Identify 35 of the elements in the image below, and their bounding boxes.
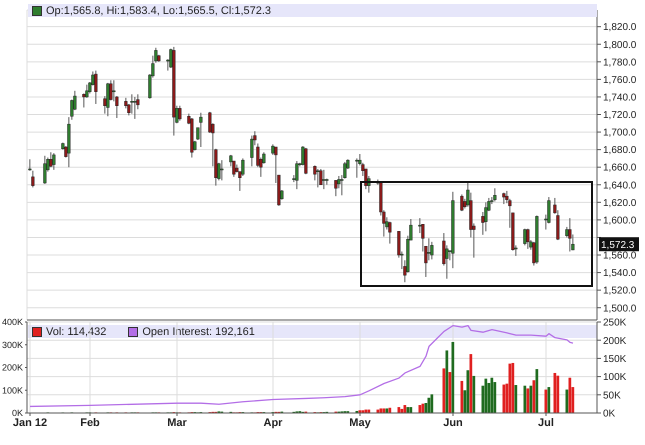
y-tick-label: 300K xyxy=(2,340,23,350)
y-tick-label: 100K xyxy=(2,385,23,396)
y-tick-label: 1,720.0 xyxy=(603,110,637,122)
annotation: 1,572.3 xyxy=(601,240,635,252)
y-tick-label: 1,640.0 xyxy=(603,180,637,192)
x-tick-label: Feb xyxy=(80,416,100,429)
legend-label: Open Interest: 192,161 xyxy=(142,326,255,338)
y-tick-label: 1,800.0 xyxy=(603,40,637,51)
y2-tick-label: 150K xyxy=(603,354,627,365)
y2-tick-label: 250K xyxy=(603,318,627,329)
y-tick-label: 1,680.0 xyxy=(603,145,637,156)
y-tick-label: 400K xyxy=(2,317,23,328)
y-tick-label: 1,700.0 xyxy=(603,128,637,139)
x-tick-label: Mar xyxy=(167,416,188,429)
y-tick-label: 200K xyxy=(2,362,23,373)
y-tick-label: 1,620.0 xyxy=(603,198,637,209)
y-tick-label: 1,780.0 xyxy=(603,57,637,68)
y-tick-label: 0K xyxy=(12,408,23,418)
y-tick-label: 1,500.0 xyxy=(603,303,637,314)
y-tick-label: 1,600.0 xyxy=(603,215,637,226)
y-tick-label: 1,660.0 xyxy=(603,162,637,174)
y-tick-label: 1,520.0 xyxy=(603,286,637,297)
x-tick-label: Jul xyxy=(538,416,554,429)
y-tick-label: 1,820.0 xyxy=(603,22,637,34)
y-tick-label: 1,540.0 xyxy=(603,268,637,280)
y-tick-label: 1,740.0 xyxy=(603,92,637,104)
x-tick-label: Jun xyxy=(443,416,464,429)
y-tick-label: 1,560.0 xyxy=(603,250,637,262)
x-tick-label: May xyxy=(349,416,372,429)
legend-label: Vol: 114,432 xyxy=(46,326,106,338)
x-tick-label: Jan 12 xyxy=(12,416,48,429)
y-tick-label: 1,760.0 xyxy=(603,74,637,86)
y2-tick-label: 50K xyxy=(603,390,622,402)
x-tick-label: Apr xyxy=(264,416,284,429)
legend-label: Op:1,565.8, Hi:1,583.4, Lo:1,565.5, Cl:1,572.3 xyxy=(46,4,272,16)
